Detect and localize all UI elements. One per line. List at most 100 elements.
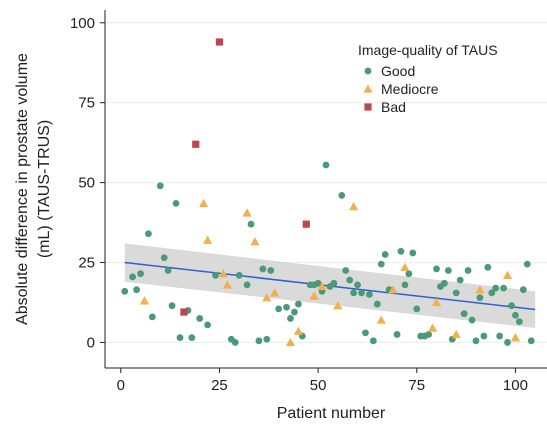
point-good-44 <box>358 289 365 297</box>
point-good-4 <box>145 230 152 238</box>
point-good-20 <box>243 281 251 289</box>
legend-marker-mediocre <box>363 84 373 93</box>
point-good-66 <box>452 289 460 297</box>
point-mediocre-7 <box>262 293 272 302</box>
x-axis-title: Patient number <box>277 405 386 422</box>
point-good-81 <box>512 311 519 319</box>
point-mediocre-20 <box>451 329 461 339</box>
point-good-43 <box>354 281 361 289</box>
point-good-22 <box>255 337 263 345</box>
point-mediocre-10 <box>293 326 303 335</box>
point-bad-1 <box>192 140 200 148</box>
point-good-23 <box>259 265 267 273</box>
point-good-85 <box>527 337 535 345</box>
point-good-3 <box>137 270 144 278</box>
x-tick-label-50: 50 <box>310 377 327 394</box>
legend-marker-bad <box>364 103 372 111</box>
point-good-40 <box>342 267 350 274</box>
point-good-48 <box>373 300 381 308</box>
x-tick-label-0: 0 <box>117 377 125 394</box>
x-tick-label-100: 100 <box>503 377 528 394</box>
data-points <box>121 38 535 347</box>
point-good-72 <box>476 294 484 302</box>
point-good-57 <box>413 305 421 313</box>
point-good-54 <box>401 281 409 289</box>
point-good-34 <box>314 279 322 287</box>
point-good-29 <box>291 308 298 316</box>
point-good-5 <box>148 313 156 321</box>
point-mediocre-16 <box>388 285 398 294</box>
point-good-46 <box>366 291 373 298</box>
point-good-42 <box>350 289 358 297</box>
point-good-75 <box>488 289 496 297</box>
point-mediocre-11 <box>309 291 319 300</box>
point-mediocre-8 <box>270 288 280 297</box>
point-good-68 <box>460 310 468 318</box>
point-good-53 <box>397 247 405 255</box>
point-good-24 <box>263 335 271 343</box>
point-good-70 <box>468 316 476 324</box>
point-good-36 <box>322 161 330 169</box>
point-mediocre-14 <box>349 201 359 211</box>
point-good-55 <box>405 270 413 278</box>
point-good-78 <box>500 284 507 292</box>
point-mediocre-9 <box>285 337 296 347</box>
point-good-49 <box>377 260 385 268</box>
point-good-25 <box>267 267 275 274</box>
point-mediocre-17 <box>400 262 410 271</box>
point-good-21 <box>247 220 255 228</box>
point-mediocre-6 <box>250 237 260 246</box>
legend: Image-quality of TAUS Good Mediocre Bad <box>358 42 498 115</box>
point-good-14 <box>196 315 204 322</box>
point-good-69 <box>464 267 472 274</box>
point-good-41 <box>346 276 354 284</box>
y-tick-label-100: 100 <box>70 15 95 32</box>
y-tick-label-75: 75 <box>78 95 95 112</box>
point-good-76 <box>492 284 500 292</box>
point-good-80 <box>508 302 515 310</box>
point-good-28 <box>287 315 294 322</box>
point-mediocre-22 <box>502 270 513 279</box>
point-good-16 <box>212 271 219 279</box>
point-good-11 <box>176 334 184 342</box>
y-axis-title-line-2: (mL) (TAUS-TRUS) <box>36 120 53 258</box>
point-good-10 <box>172 199 180 207</box>
point-mediocre-12 <box>317 281 327 291</box>
point-mediocre-23 <box>510 333 521 342</box>
point-good-56 <box>409 249 417 257</box>
point-good-71 <box>472 337 480 345</box>
y-tick-label-0: 0 <box>87 334 95 351</box>
point-good-50 <box>381 251 389 258</box>
legend-title: Image-quality of TAUS <box>358 42 498 58</box>
point-good-6 <box>156 182 164 190</box>
point-good-27 <box>283 303 290 311</box>
point-good-45 <box>362 329 369 337</box>
point-good-67 <box>456 276 464 284</box>
point-good-9 <box>168 302 176 310</box>
point-good-18 <box>231 339 239 346</box>
legend-label-mediocre: Mediocre <box>381 81 439 97</box>
point-good-77 <box>496 332 504 340</box>
point-good-19 <box>235 271 243 279</box>
point-mediocre-18 <box>427 323 438 332</box>
point-good-0 <box>121 287 129 295</box>
x-tick-label-75: 75 <box>408 377 425 394</box>
point-good-73 <box>480 332 488 340</box>
point-good-1 <box>129 273 137 281</box>
point-good-60 <box>425 331 433 338</box>
point-mediocre-19 <box>431 297 442 307</box>
point-good-47 <box>369 337 377 345</box>
point-mediocre-5 <box>242 208 252 217</box>
point-mediocre-21 <box>475 285 485 294</box>
point-mediocre-1 <box>199 198 209 208</box>
point-bad-2 <box>215 38 224 46</box>
point-good-64 <box>444 267 452 274</box>
point-bad-3 <box>302 220 310 228</box>
point-mediocre-13 <box>333 301 343 310</box>
point-good-39 <box>338 191 346 199</box>
point-good-8 <box>164 267 172 274</box>
point-good-52 <box>393 331 401 338</box>
point-good-13 <box>188 334 196 342</box>
